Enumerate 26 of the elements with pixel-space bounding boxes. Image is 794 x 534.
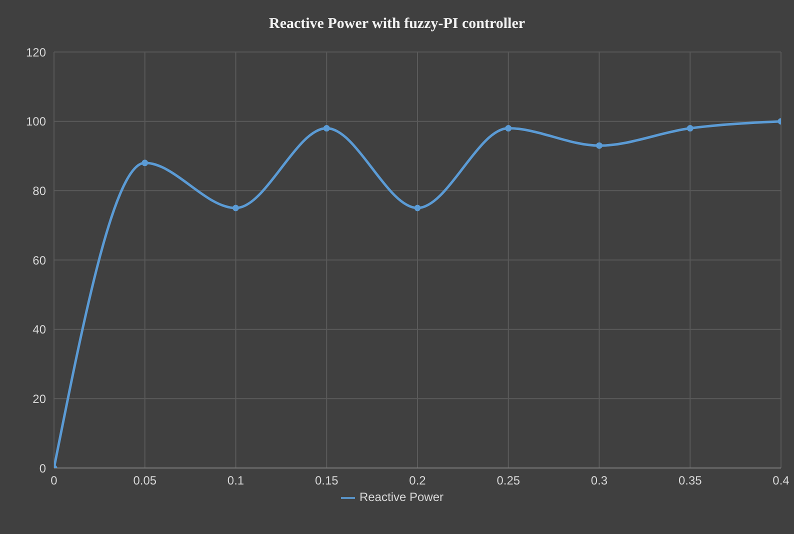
x-tick-label: 0.3 <box>590 474 608 488</box>
point <box>232 204 239 212</box>
x-tick-label: 0.25 <box>496 474 520 488</box>
line-series <box>54 118 781 468</box>
y-tick-label: 100 <box>26 114 46 129</box>
x-tick-label: 0.1 <box>227 474 244 488</box>
chart-title: Reactive Power with fuzzy-PI controller <box>268 16 526 33</box>
point <box>142 160 148 166</box>
y-tick-label: 0 <box>39 461 46 476</box>
x-tick-label: 0.05 <box>133 474 157 488</box>
y-tick-label: 20 <box>32 392 46 406</box>
legend-label: Reactive Power <box>359 490 444 504</box>
y-tick-label: 40 <box>32 322 46 337</box>
x-tick-label: 0.4 <box>772 474 790 488</box>
y-tick-label: 80 <box>32 184 46 198</box>
point <box>596 142 602 149</box>
x-tick-label: 0 <box>50 474 58 488</box>
point <box>686 125 694 132</box>
y-tick-label: 120 <box>26 45 46 60</box>
x-tick-label: 0.35 <box>678 474 702 488</box>
x-tick-label: 0.15 <box>314 474 339 488</box>
point <box>323 125 330 132</box>
point <box>414 204 421 212</box>
x-tick-label: 0.2 <box>409 474 426 488</box>
y-tick-label: 60 <box>32 253 46 268</box>
point <box>505 125 512 132</box>
